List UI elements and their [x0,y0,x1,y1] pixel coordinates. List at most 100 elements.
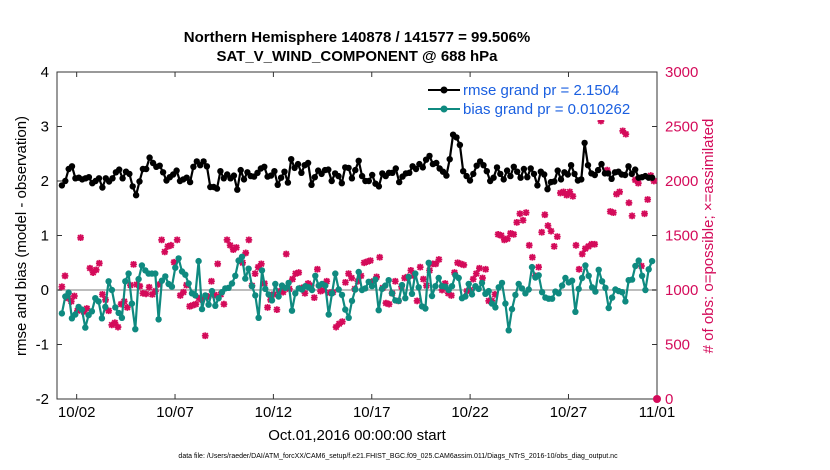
obs-point [220,300,228,308]
obs-point [167,241,175,249]
obs-point [320,286,328,294]
rmse-point [567,162,575,169]
obs-point [631,176,639,184]
obs-point [164,243,172,250]
bias-point [352,286,359,293]
bias-point [648,257,656,265]
y-tick-label-right: 500 [665,337,690,354]
rmse-point [470,170,477,178]
rmse-point [625,163,632,170]
bias-point [455,274,462,282]
rmse-point [460,168,467,175]
bias-point [398,281,406,289]
rmse-point [298,169,305,176]
obs-point [638,262,645,270]
bias-point [335,286,342,293]
obs-point [560,188,567,196]
rmse-point [514,168,521,175]
obs-point [500,236,508,244]
obs-point [245,236,253,244]
bias-point [272,280,279,288]
obs-point [597,117,605,125]
rmse-point [277,174,285,181]
obs-point [301,289,309,297]
bias-point [498,279,506,287]
rmse-point [200,158,207,165]
rmse-point [524,174,531,181]
bias-point [592,288,599,295]
bias-point [548,295,556,302]
bias-point [78,306,86,313]
obs-point [145,283,153,291]
bias-point [568,277,576,284]
bias-point [412,270,419,277]
rmse-point [632,166,639,173]
rmse-point [392,165,399,172]
obs-point [279,288,287,296]
rmse-point [389,169,396,176]
rmse-point [99,184,106,191]
bias-point [402,295,409,302]
bias-point [72,311,79,318]
bias-point [622,298,629,305]
rmse-point [348,175,356,182]
bias-point [215,295,222,302]
obs-point [491,290,499,298]
bias-point [518,285,526,292]
rmse-point [621,171,629,179]
bias-point [175,255,182,262]
obs-point [413,297,421,305]
obs-point [606,208,614,215]
obs-point [295,269,303,276]
obs-point [314,265,321,273]
y-tick-label-left: 1 [41,228,49,245]
bias-point [265,291,272,298]
bias-point [285,279,292,287]
obs-point [317,287,324,295]
rmse-point [554,167,561,174]
obs-point [289,275,296,283]
rmse-point [598,160,605,168]
obs-point [550,243,558,250]
x-tick-label: 10/22 [451,404,489,421]
obs-point [522,209,530,216]
rmse-point [109,175,116,182]
obs-point [504,235,511,243]
y-axis-label-left: rmse and bias (model - observation) [13,116,30,356]
bias-point [575,285,582,293]
y-tick-label-left: 2 [41,173,49,190]
obs-point [391,277,399,285]
obs-point [479,274,486,282]
rmse-point [419,164,426,171]
rmse-point [406,169,413,176]
obs-point [507,229,514,237]
obs-point [541,211,549,219]
rmse-point [146,154,153,161]
bias-point [535,272,542,279]
bias-point [485,287,492,295]
rmse-point [136,178,143,185]
rmse-point [466,177,474,184]
bias-point [325,311,332,318]
bias-point [415,284,422,291]
bias-point [572,308,579,315]
bias-point [515,280,522,288]
obs-point [407,267,415,274]
y-tick-label-right: 1000 [665,282,698,299]
bias-point [112,304,119,311]
chart-subtitle: SAT_V_WIND_COMPONENT @ 688 hPa [216,48,498,65]
rmse-point [453,134,460,141]
rmse-point [412,165,420,173]
rmse-point [396,178,403,186]
bias-point [125,270,132,277]
obs-point [67,298,75,305]
obs-point [544,222,552,230]
obs-point [401,274,409,282]
rmse-point [375,183,383,190]
legend-marker-bias [440,105,448,113]
bias-point [258,267,266,274]
bias-point [282,284,289,291]
obs-point [610,209,617,216]
bias-point [578,274,586,282]
